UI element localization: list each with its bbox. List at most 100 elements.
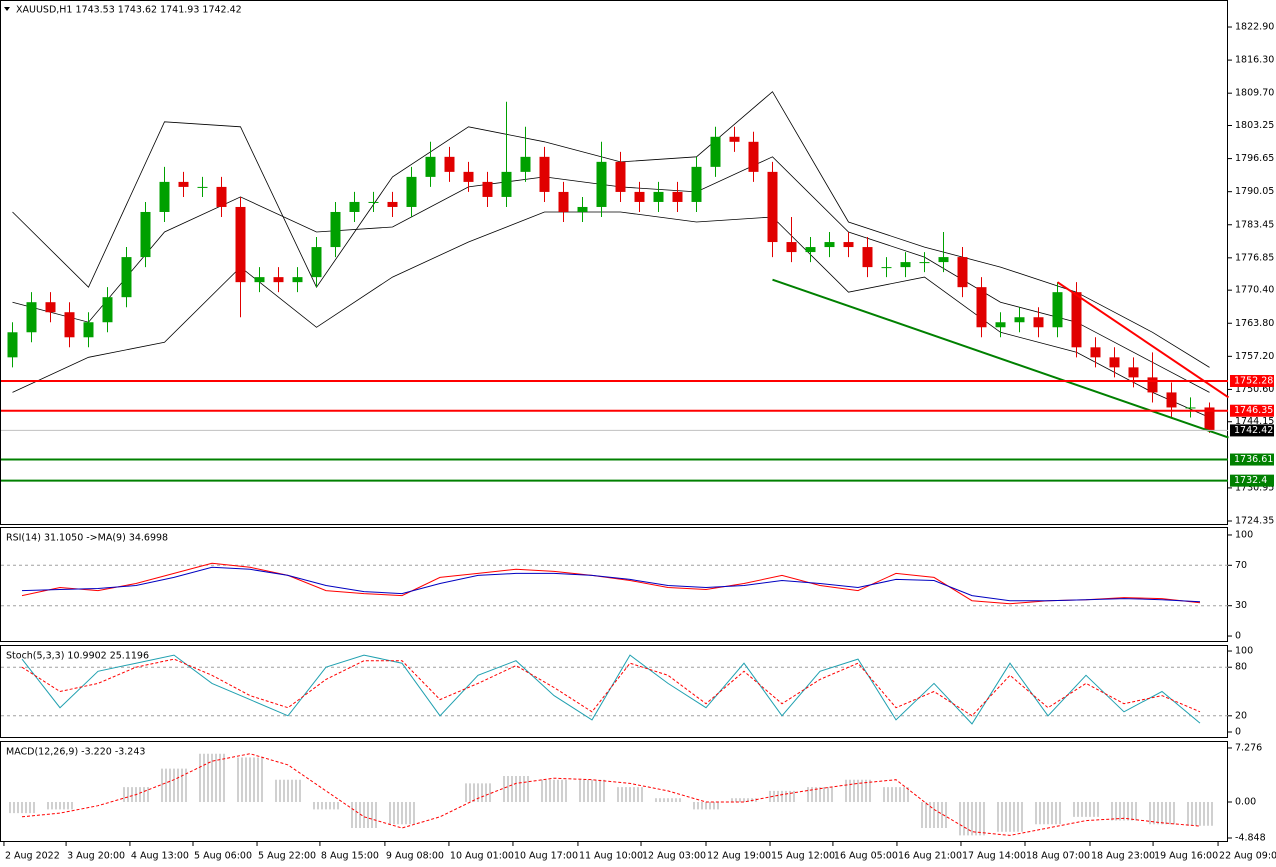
candle-body (387, 201, 398, 207)
candle-body (292, 277, 303, 283)
macd-panel (0, 741, 1228, 842)
candle-body (254, 277, 265, 283)
y-tick-label: 80 (1235, 662, 1247, 673)
candle-body (121, 257, 132, 298)
y-tick-label: 0.00 (1235, 796, 1256, 807)
y-tick-label: 1809.70 (1235, 88, 1274, 99)
candle-body (881, 267, 892, 269)
main-panel (0, 0, 1228, 525)
y-tick-label: 70 (1235, 560, 1247, 571)
candle-body (425, 156, 436, 177)
y-tick-label: 20 (1235, 710, 1247, 721)
candle-body (767, 171, 778, 243)
x-tick-label: 9 Aug 08:00 (386, 851, 444, 862)
y-tick-label: 1790.05 (1235, 186, 1274, 197)
x-tick-label: 17 Aug 14:00 (962, 851, 1026, 862)
candle-body (938, 257, 949, 263)
candle-body (311, 247, 322, 278)
candle-body (748, 141, 759, 172)
x-tick-label: 15 Aug 12:00 (771, 851, 835, 862)
candle-body (805, 247, 816, 253)
candle-body (235, 206, 246, 283)
rsi-panel (0, 527, 1228, 642)
candle-body (159, 181, 170, 212)
y-tick-label: 100 (1235, 529, 1253, 540)
panel-title: MACD(12,26,9) -3.220 -3.243 (6, 747, 145, 758)
level-label: 1742.42 (1234, 425, 1273, 436)
x-tick-label: 10 Aug 01:00 (450, 851, 514, 862)
level-label-box (1230, 474, 1274, 487)
x-tick-label: 16 Aug 21:00 (898, 851, 962, 862)
y-tick-label: 1770.40 (1235, 285, 1274, 296)
panel-title: XAUUSD,H1 1743.53 1743.62 1741.93 1742.4… (16, 5, 242, 16)
y-tick-label: -4.848 (1235, 832, 1266, 843)
y-tick-label: 7.276 (1235, 742, 1262, 753)
level-label-box (1230, 374, 1274, 387)
candle-body (26, 302, 37, 333)
level-label: 1736.61 (1234, 454, 1273, 465)
candle-body (7, 332, 18, 358)
candle-body (691, 166, 702, 202)
candle-body (140, 211, 151, 258)
panel-title: RSI(14) 31.1050 ->MA(9) 34.6998 (6, 533, 168, 544)
candle-body (919, 262, 930, 264)
candle-body (463, 171, 474, 182)
panel-title: Stoch(5,3,3) 10.9902 25.1196 (6, 651, 149, 662)
x-tick-label: 16 Aug 05:00 (834, 851, 898, 862)
candle-body (520, 156, 531, 172)
trend-line (1056, 281, 1230, 399)
candle-body (349, 201, 360, 212)
candle-body (406, 176, 417, 207)
y-tick-label: 1730.95 (1235, 482, 1274, 493)
candle-body (1033, 317, 1044, 328)
y-tick-label: 1796.65 (1235, 153, 1274, 164)
candle-body (577, 206, 588, 212)
candle-body (1052, 292, 1063, 328)
bollinger-band (12, 156, 1210, 393)
indicator-line (21, 562, 1201, 605)
y-tick-label: 1822.90 (1235, 22, 1274, 33)
candle-body (710, 136, 721, 167)
y-tick-label: 1783.45 (1235, 219, 1274, 230)
candle-body (957, 257, 968, 288)
x-tick-label: 5 Aug 06:00 (194, 851, 252, 862)
candle-body (178, 181, 189, 187)
candle-body (1166, 392, 1177, 408)
level-label-box (1230, 453, 1274, 466)
candle-body (45, 302, 56, 313)
candle-body (83, 322, 94, 338)
x-tick-label: 19 Aug 16:00 (1154, 851, 1218, 862)
candle-body (786, 242, 797, 253)
trend-line (772, 278, 1229, 439)
bollinger-band (12, 91, 1210, 368)
y-tick-label: 1763.80 (1235, 318, 1274, 329)
x-tick-label: 18 Aug 23:00 (1091, 851, 1155, 862)
candle-body (368, 201, 379, 203)
candle-body (824, 242, 835, 248)
x-tick-label: 8 Aug 15:00 (321, 851, 379, 862)
y-tick-label: 1803.25 (1235, 120, 1274, 131)
bollinger-band (12, 211, 1210, 418)
candle-body (615, 161, 626, 192)
candle-body (672, 191, 683, 202)
candle-body (976, 287, 987, 328)
indicator-line (21, 566, 1201, 603)
candle-body (1014, 317, 1025, 323)
candle-body (1185, 407, 1196, 409)
x-tick-label: 5 Aug 22:00 (258, 851, 316, 862)
candle-body (539, 156, 550, 192)
candle-body (900, 262, 911, 268)
indicator-line (21, 654, 1201, 725)
y-tick-label: 1776.85 (1235, 252, 1274, 263)
candle-body (862, 247, 873, 268)
candle-body (444, 156, 455, 172)
candle-body (216, 186, 227, 207)
level-label: 1732.4 (1234, 475, 1267, 486)
candle-body (1147, 377, 1158, 393)
candle-body (501, 171, 512, 197)
candle-body (482, 181, 493, 197)
x-tick-label: 22 Aug 09:00 (1219, 851, 1276, 862)
x-tick-label: 12 Aug 19:00 (707, 851, 771, 862)
y-tick-label: 0 (1235, 631, 1241, 642)
